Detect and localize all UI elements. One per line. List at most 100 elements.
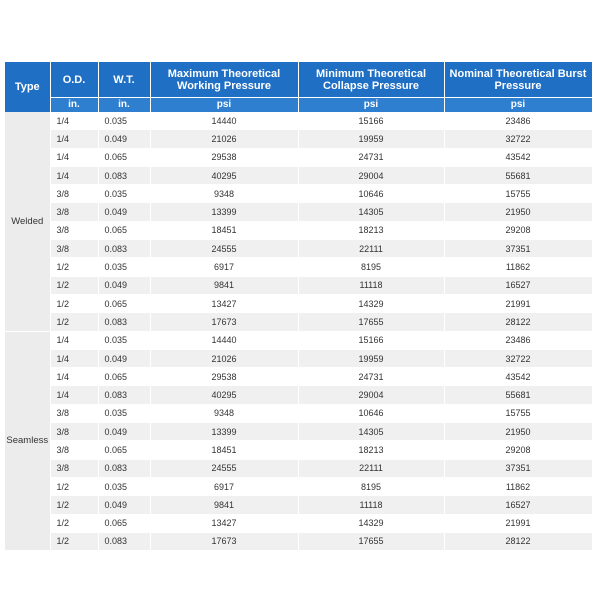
data-cell: 24731 [298,148,445,167]
column-header: Maximum Theoretical Working Pressure [150,62,299,98]
data-cell: 14305 [298,422,445,442]
data-cell: 29538 [150,148,299,167]
data-cell: 0.065 [98,221,151,241]
data-cell: 0.035 [98,331,151,350]
data-row: 1/4 0.049 21026 19959 32722 [5,349,593,369]
data-cell: 14329 [298,294,445,314]
data-cell: 3/8 [50,440,99,460]
data-cell: 0.083 [98,385,151,405]
type-cell: Welded [5,112,51,332]
data-cell: 23486 [444,331,593,350]
data-cell: 16527 [444,495,593,515]
data-row: 3/8 0.083 24555 22111 37351 [5,459,593,478]
data-cell: 13427 [150,514,299,533]
data-cell: 19959 [298,349,445,369]
data-cell: 15755 [444,184,593,204]
data-cell: 3/8 [50,202,99,222]
pressure-table: Type O.D. W.T. Maximum Theoretical Working … [5,62,593,552]
data-cell: 8195 [298,257,445,277]
column-header: W.T. [98,62,151,98]
data-cell: 29538 [150,367,299,387]
data-cell: 21026 [150,129,299,149]
data-cell: 29208 [444,440,593,460]
data-cell: 17655 [298,312,445,332]
data-cell: 21991 [444,514,593,533]
data-cell: 11862 [444,257,593,277]
data-cell: 0.065 [98,148,151,167]
data-cell: 28122 [444,312,593,332]
data-cell: 3/8 [50,459,99,478]
data-cell: 14440 [150,112,299,131]
unit-header: in. [98,97,151,112]
unit-header: in. [50,97,99,112]
data-row: 3/8 0.065 18451 18213 29208 [5,221,593,241]
data-cell: 29004 [298,166,445,186]
data-cell: 13427 [150,294,299,314]
data-cell: 14440 [150,331,299,350]
data-row: 1/2 0.049 9841 11118 16527 [5,276,593,295]
data-cell: 0.035 [98,404,151,424]
data-cell: 0.035 [98,477,151,497]
data-cell: 0.083 [98,532,151,552]
data-row: 3/8 0.035 9348 10646 15755 [5,404,593,424]
data-cell: 15166 [298,331,445,350]
data-cell: 3/8 [50,184,99,204]
data-cell: 9348 [150,404,299,424]
data-cell: 0.083 [98,239,151,259]
data-cell: 10646 [298,184,445,204]
data-cell: 18451 [150,440,299,460]
data-cell: 14305 [298,202,445,222]
data-cell: 0.035 [98,112,151,131]
data-row: Seamless 1/4 0.035 14440 15166 23486 [5,331,593,552]
data-cell: 21950 [444,422,593,442]
data-row: 1/2 0.035 6917 8195 11862 [5,257,593,277]
data-cell: 3/8 [50,404,99,424]
data-cell: 37351 [444,459,593,478]
data-cell: 11862 [444,477,593,497]
data-cell: 21950 [444,202,593,222]
table-head: Type O.D. W.T. Maximum Theoretical Working … [5,62,593,112]
data-row: 1/2 0.065 13427 14329 21991 [5,514,593,533]
data-cell: 0.035 [98,257,151,277]
unit-row: in. in. psi psi psi [5,97,593,112]
data-cell: 9841 [150,495,299,515]
data-row: 1/4 0.065 29538 24731 43542 [5,367,593,387]
data-cell: 24555 [150,459,299,478]
data-cell: 17673 [150,532,299,552]
data-cell: 1/4 [50,367,99,387]
data-cell: 37351 [444,239,593,259]
data-cell: 1/2 [50,477,99,497]
data-cell: 0.083 [98,312,151,332]
data-cell: 9348 [150,184,299,204]
data-cell: 3/8 [50,221,99,241]
data-row: 1/2 0.049 9841 11118 16527 [5,495,593,515]
data-cell: 6917 [150,477,299,497]
data-cell: 1/2 [50,312,99,332]
data-cell: 1/2 [50,294,99,314]
data-cell: 19959 [298,129,445,149]
data-cell: 17673 [150,312,299,332]
data-cell: 0.049 [98,495,151,515]
data-row: 3/8 0.049 13399 14305 21950 [5,202,593,222]
data-cell: 0.065 [98,440,151,460]
data-cell: 3/8 [50,239,99,259]
data-cell: 10646 [298,404,445,424]
data-cell: 1/2 [50,276,99,295]
data-row: Welded 1/4 0.035 14440 15166 23486 [5,112,593,332]
unit-header: psi [298,97,445,112]
unit-header: psi [150,97,299,112]
data-cell: 0.083 [98,166,151,186]
data-cell: 24555 [150,239,299,259]
data-row: 1/2 0.065 13427 14329 21991 [5,294,593,314]
data-cell: 40295 [150,166,299,186]
data-cell: 17655 [298,532,445,552]
data-cell: 6917 [150,257,299,277]
column-header: O.D. [50,62,99,98]
data-cell: 0.083 [98,459,151,478]
data-cell: 0.065 [98,367,151,387]
data-cell: 3/8 [50,422,99,442]
data-cell: 1/2 [50,532,99,552]
data-cell: 14329 [298,514,445,533]
data-cell: 0.049 [98,422,151,442]
